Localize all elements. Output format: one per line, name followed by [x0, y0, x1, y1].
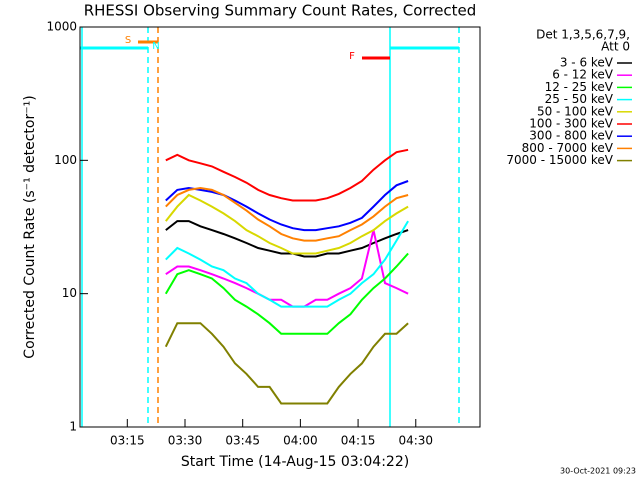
legend-label: 12 - 25 keV — [545, 80, 614, 94]
y-tick-label: 1000 — [46, 20, 77, 34]
series-line — [165, 220, 409, 258]
y-tick-label: 10 — [62, 286, 77, 300]
series-line — [165, 186, 409, 242]
legend-label: 6 - 12 keV — [552, 68, 614, 82]
legend-label: 25 - 50 keV — [545, 92, 614, 106]
y-tick-label: 100 — [54, 153, 77, 167]
series-line — [165, 193, 409, 255]
legend-title: Att 0 — [601, 40, 630, 54]
footer: 30-Oct-2021 09:23 — [560, 467, 636, 476]
plot-frame — [79, 26, 481, 428]
annotation: N — [152, 41, 159, 52]
legend-label: 50 - 100 keV — [537, 104, 614, 118]
x-tick-label: 03:15 — [110, 434, 145, 448]
y-axis-label: Corrected Count Rate (s⁻¹ detector⁻¹) — [22, 95, 38, 358]
x-tick-label: 04:30 — [398, 434, 433, 448]
x-tick-label: 04:00 — [283, 434, 318, 448]
legend-label: 3 - 6 keV — [560, 56, 614, 70]
x-tick-label: 03:45 — [225, 434, 260, 448]
annotation: S — [125, 35, 131, 46]
series-line — [165, 180, 409, 232]
time-markers — [80, 27, 460, 427]
chart-title: RHESSI Observing Summary Count Rates, Co… — [84, 2, 477, 20]
series-line — [165, 148, 409, 202]
series-line — [165, 220, 409, 308]
series-line — [164, 252, 409, 335]
legend-label: 800 - 7000 keV — [522, 141, 614, 155]
series-line — [164, 322, 409, 405]
legend-label: 300 - 800 keV — [529, 129, 613, 143]
legend-label: 100 - 300 keV — [529, 117, 613, 131]
series-line — [165, 229, 409, 308]
x-tick-label: 03:30 — [168, 434, 203, 448]
y-tick-label: 1 — [69, 420, 77, 434]
x-axis-label: Start Time (14-Aug-15 03:04:22) — [181, 454, 409, 470]
x-tick-label: 04:15 — [341, 434, 376, 448]
legend-title: Det 1,3,5,6,7,9, — [536, 28, 630, 42]
annotation: F — [349, 51, 355, 62]
legend-label: 7000 - 15000 keV — [506, 153, 613, 167]
